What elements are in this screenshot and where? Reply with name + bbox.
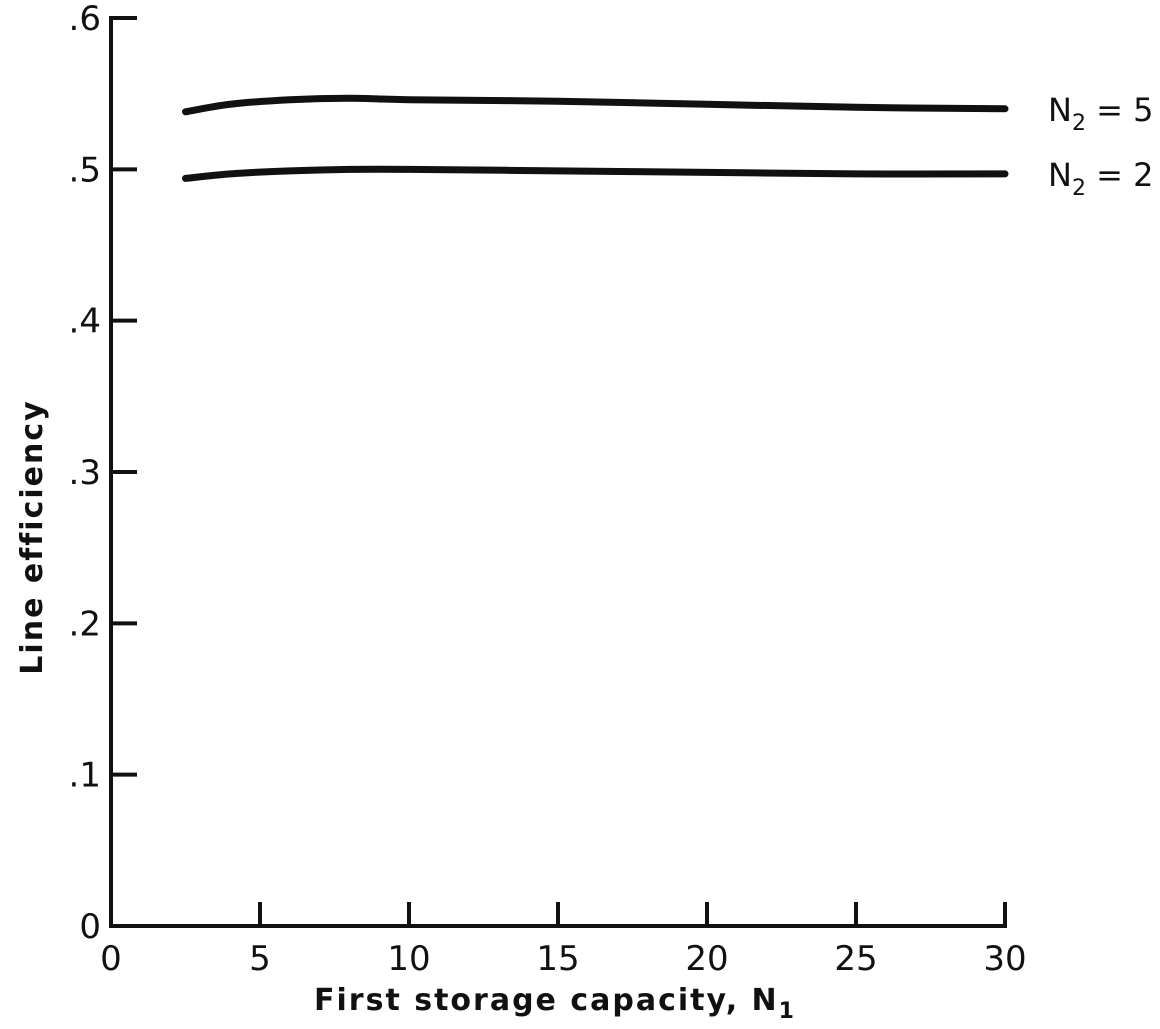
- y-tick-label: .2: [69, 604, 101, 644]
- series-label-2: N2 = 2: [1048, 156, 1153, 201]
- y-tick-label: .1: [69, 756, 101, 796]
- series-labels: N2 = 5 N2 = 2: [1048, 91, 1153, 201]
- y-ticks: 0 .1 .2 .3 .4 .5 .6: [69, 0, 137, 947]
- x-tick-label: 25: [834, 939, 877, 979]
- y-tick-label: .3: [69, 453, 101, 493]
- y-tick-label: .4: [69, 302, 101, 342]
- x-tick-label: 15: [536, 939, 579, 979]
- series-line-1: [182, 94, 1009, 116]
- x-ticks: 0 5 10 15 20 25 30: [100, 902, 1027, 979]
- x-axis-title: First storage capacity, N1: [314, 983, 796, 1024]
- y-axis-title: Line efficiency: [15, 399, 50, 674]
- x-tick-label: 0: [100, 939, 122, 979]
- y-tick-label: .5: [69, 150, 101, 190]
- y-tick-label: 0: [79, 907, 101, 947]
- y-tick-label: .6: [69, 0, 101, 39]
- x-tick-label: 30: [983, 939, 1026, 979]
- axes: [109, 16, 1007, 928]
- x-tick-label: 20: [685, 939, 728, 979]
- series-group: [182, 94, 1009, 182]
- x-tick-label: 10: [387, 939, 430, 979]
- series-label-1: N2 = 5: [1048, 91, 1153, 136]
- series-line-2: [182, 165, 1009, 182]
- x-tick-label: 5: [249, 939, 271, 979]
